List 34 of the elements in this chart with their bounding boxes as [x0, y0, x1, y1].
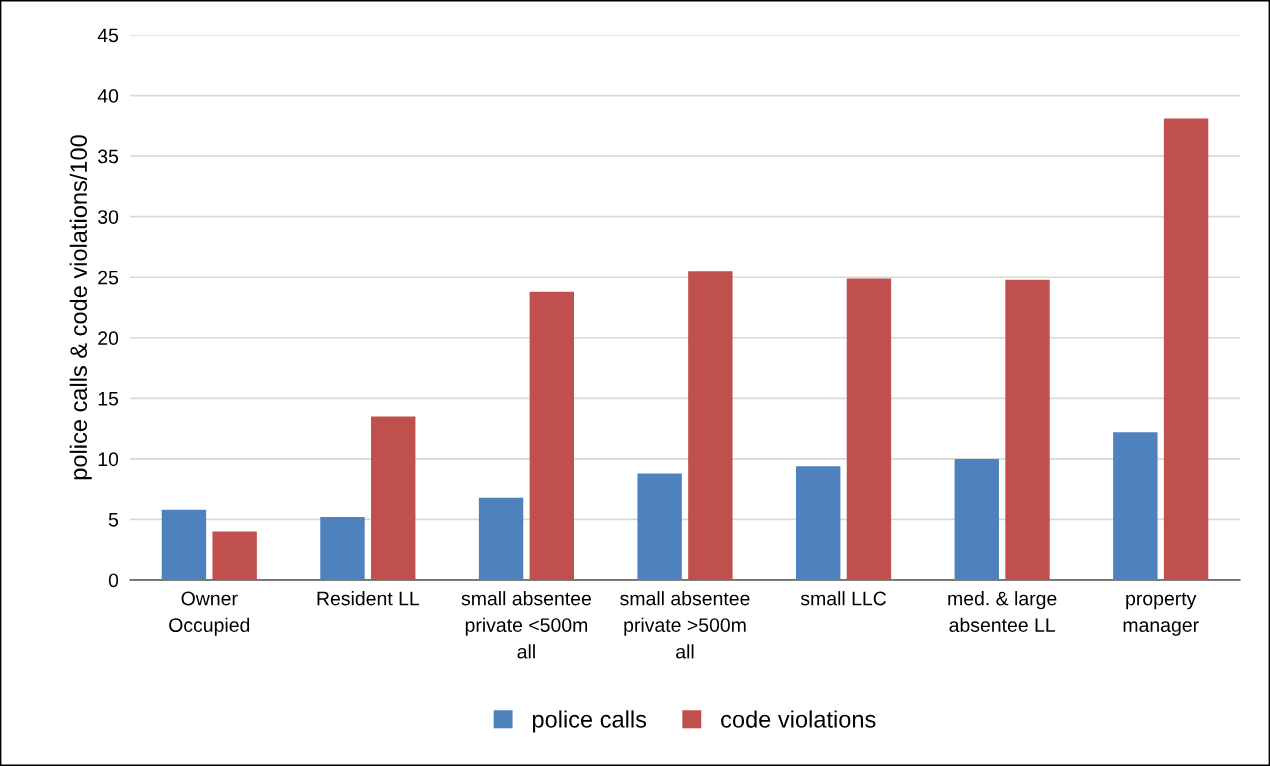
x-tick-label: Resident LL — [317, 591, 420, 606]
bar — [1005, 279, 1050, 580]
legend-label: police calls — [532, 710, 647, 733]
bar — [846, 278, 892, 580]
bar — [529, 291, 574, 580]
y-tick-label: 45 — [97, 28, 119, 43]
bar — [371, 416, 416, 580]
y-tick-label: 25 — [98, 270, 119, 285]
bar — [212, 531, 257, 580]
y-tick-label: 0 — [108, 573, 119, 588]
bar — [478, 497, 524, 580]
bar — [1113, 432, 1158, 580]
x-tick-label: med. & large absentee LL — [948, 591, 1057, 632]
y-tick-label: 10 — [98, 452, 119, 467]
y-tick-label: 40 — [97, 89, 119, 103]
bar — [688, 271, 733, 580]
bar — [1163, 118, 1209, 580]
bar — [320, 517, 365, 580]
bar — [161, 509, 207, 580]
y-axis-title: police calls & code violations/100 — [69, 135, 92, 480]
y-tick-label: 30 — [98, 210, 119, 224]
x-tick-label: property manager — [1123, 592, 1199, 636]
bar — [796, 466, 841, 580]
bar — [954, 458, 999, 580]
x-tick-label: small absentee private >500m all — [620, 591, 750, 659]
x-tick-label: Owner Occupied — [169, 591, 250, 636]
bar — [637, 473, 682, 580]
legend-label: code violations — [721, 710, 876, 728]
y-tick-label: 35 — [98, 149, 119, 164]
y-tick-label: 15 — [98, 392, 119, 406]
y-tick-label: 20 — [98, 331, 119, 346]
x-tick-label: small absentee private <500m all — [461, 591, 591, 659]
y-tick-label: 5 — [108, 513, 119, 527]
x-tick-label: small LLC — [800, 591, 887, 606]
